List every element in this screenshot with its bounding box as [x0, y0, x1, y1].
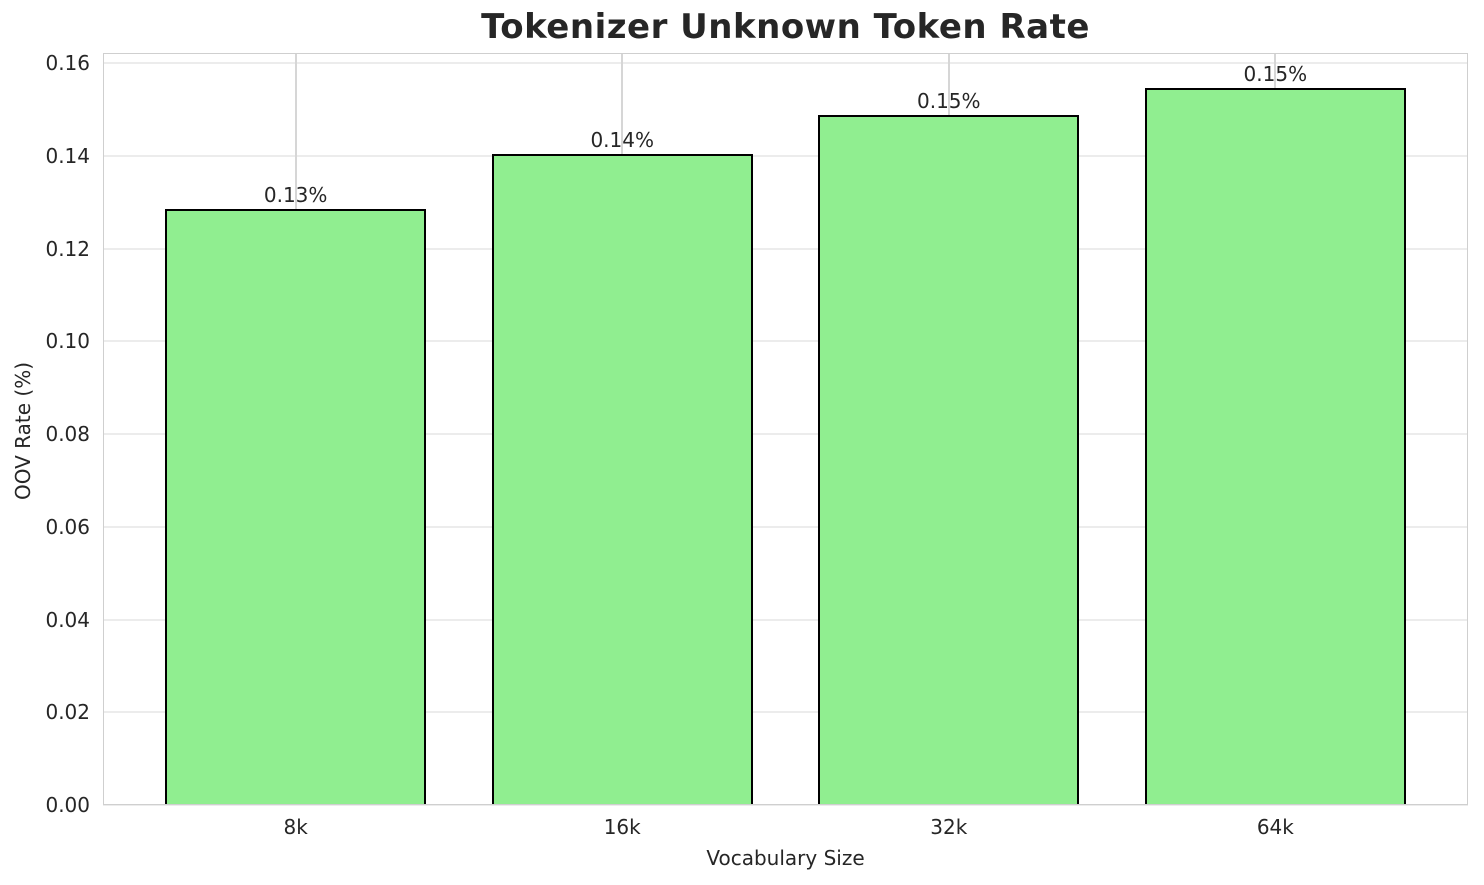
y-tick-label: 0.08 — [45, 422, 90, 447]
x-tick-label-32k: 32k — [930, 815, 968, 839]
y-tick-label: 0.12 — [45, 236, 90, 261]
y-tick-label: 0.14 — [45, 143, 90, 168]
y-tick-label: 0.10 — [45, 329, 90, 354]
bar-16k — [491, 154, 753, 805]
bar-value-label-32k: 0.15% — [916, 89, 981, 114]
h-gridline — [103, 525, 1468, 528]
h-gridline — [103, 62, 1468, 65]
y-tick-label: 0.04 — [45, 607, 90, 632]
x-tick-label-64k: 64k — [1256, 815, 1294, 839]
h-gridline — [103, 154, 1468, 157]
chart-title: Tokenizer Unknown Token Rate — [481, 7, 1090, 47]
h-gridline — [103, 433, 1468, 436]
y-tick-label: 0.00 — [45, 793, 90, 817]
bar-value-label-16k: 0.14% — [590, 128, 654, 153]
bar-8k — [165, 209, 427, 805]
y-tick-label: 0.06 — [45, 514, 90, 539]
h-gridline — [103, 618, 1468, 621]
x-tick-label-8k: 8k — [283, 815, 308, 839]
h-gridline — [103, 340, 1468, 343]
x-tick-label-16k: 16k — [603, 815, 641, 839]
bar-value-label-64k: 0.15% — [1243, 62, 1308, 87]
h-gridline — [103, 247, 1468, 250]
y-tick-label: 0.02 — [45, 700, 90, 725]
plot-area — [103, 53, 1468, 806]
x-axis-label: Vocabulary Size — [706, 846, 865, 870]
bar-value-label-8k: 0.13% — [263, 183, 328, 208]
bar-64k — [1144, 88, 1406, 805]
bar-32k — [818, 115, 1080, 805]
h-gridline — [103, 711, 1468, 714]
h-gridline — [103, 804, 1468, 806]
y-tick-label: 0.16 — [45, 51, 90, 76]
